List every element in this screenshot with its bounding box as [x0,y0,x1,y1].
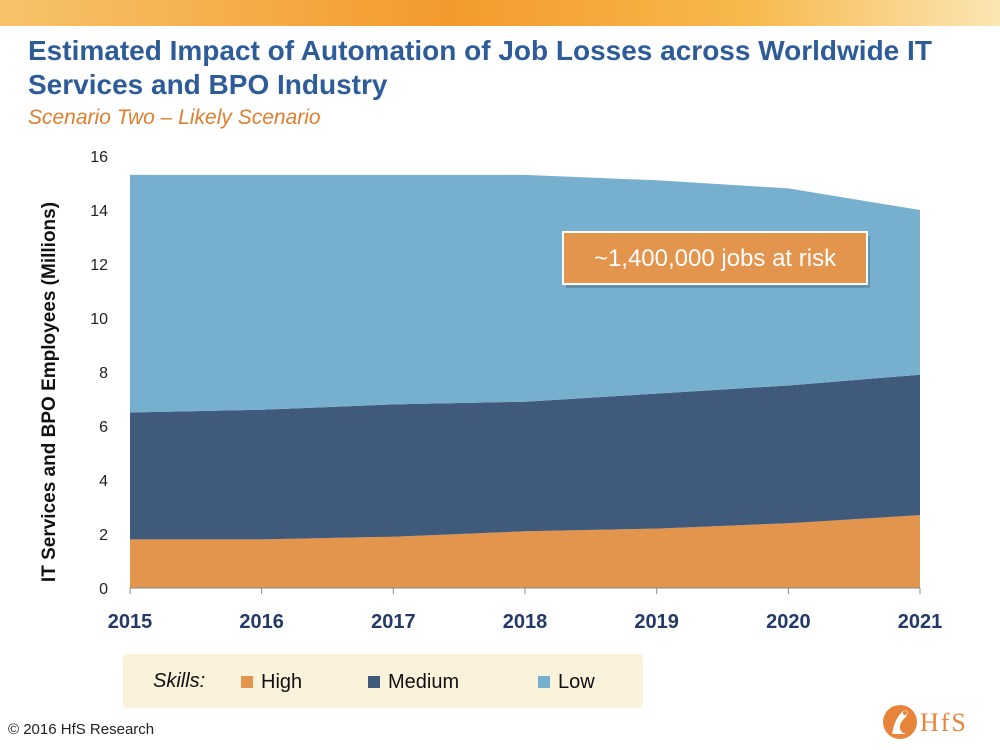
x-tick-label: 2015 [108,611,153,633]
legend-label-medium: Medium [388,670,460,693]
y-tick-label: 2 [99,527,108,544]
hfs-logo: HfS [882,700,992,744]
legend: Skills: High Medium Low [123,654,643,708]
legend-swatch-low [538,676,550,688]
legend-swatch-high [241,676,253,688]
legend-title: Skills: [153,670,206,692]
legend-item-low: Low [538,670,595,694]
legend-item-medium: Medium [368,670,459,694]
x-tick-label: 2020 [766,611,811,633]
header-band [0,0,1000,26]
y-tick-label: 4 [99,473,108,490]
legend-item-high: High [241,670,302,694]
y-tick-label: 8 [99,365,108,382]
x-tick-label: 2021 [898,611,943,633]
y-tick-label: 10 [90,311,108,328]
x-tick-label: 2016 [239,611,284,633]
y-tick-label: 16 [90,149,108,166]
hfs-logo-icon [883,705,917,739]
area-high [130,515,920,588]
y-tick-label: 6 [99,419,108,436]
annotation-text: ~1,400,000 jobs at risk [594,245,837,272]
chart-title: Estimated Impact of Automation of Job Lo… [28,35,932,100]
copyright-text: © 2016 HfS Research [8,721,155,738]
y-tick-label: 14 [90,203,108,220]
x-tick-label: 2019 [634,611,679,633]
annotation-box [562,231,868,285]
area-medium [130,374,920,540]
x-tick-label: 2017 [371,611,416,633]
x-tick-label: 2018 [503,611,548,633]
area-low [130,174,920,413]
logo-text: HfS [920,708,968,737]
y-tick-label: 12 [90,257,108,274]
legend-label-low: Low [558,670,595,693]
chart-subtitle: Scenario Two – Likely Scenario [28,106,321,129]
y-axis-title: IT Services and BPO Employees (Millions) [39,202,60,582]
y-tick-label: 0 [99,581,108,598]
legend-label-high: High [261,670,303,693]
legend-swatch-medium [368,676,380,688]
